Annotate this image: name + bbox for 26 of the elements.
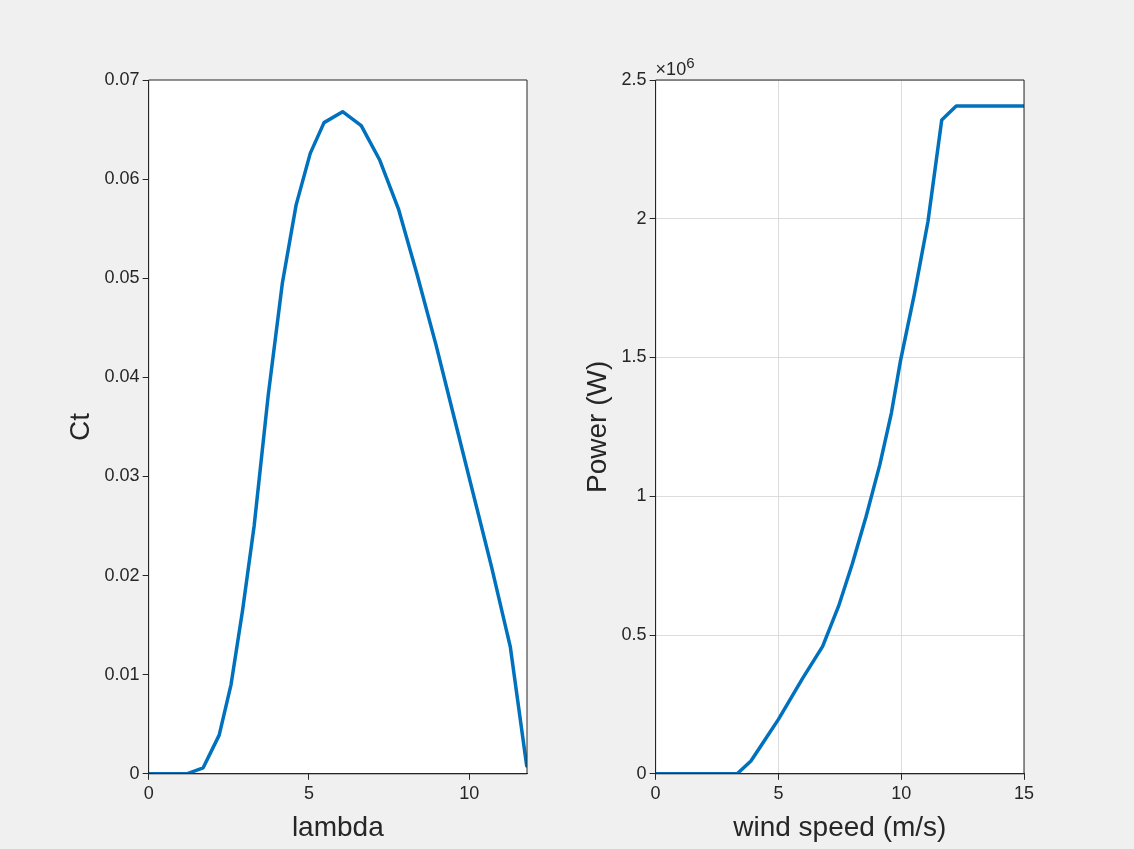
- x-tick-label: 10: [459, 782, 480, 803]
- x-axis-title: wind speed (m/s): [732, 810, 947, 842]
- y-tick-label: 0.07: [104, 68, 140, 89]
- y-tick-label: 0.5: [621, 624, 647, 645]
- y-tick-label: 0.03: [104, 465, 140, 486]
- y-tick-label: 0.06: [104, 168, 140, 189]
- y-axis-title: Ct: [63, 412, 95, 441]
- y-tick-label: 0.01: [104, 663, 140, 684]
- y-tick-label: 0: [129, 762, 140, 783]
- y-tick-label: 1.5: [621, 346, 647, 367]
- x-tick-label: 10: [891, 782, 912, 803]
- text: ×10$^{6}$: [655, 54, 695, 80]
- x-tick-label: 0: [650, 782, 661, 803]
- x-tick-label: 5: [773, 782, 784, 803]
- x-tick-label: 5: [303, 782, 314, 803]
- x-axis-title: lambda: [291, 810, 385, 842]
- x-tick-label: 0: [143, 782, 154, 803]
- y-axis-title: Power (W): [580, 360, 612, 494]
- x-tick-label: 15: [1013, 782, 1035, 803]
- y-tick-label: 0: [636, 762, 647, 783]
- y-tick-label: 1: [636, 485, 647, 506]
- y-tick-label: 0.02: [104, 564, 140, 585]
- y-tick-label: 0.04: [104, 366, 140, 387]
- y-tick-label: 2.5: [621, 68, 647, 89]
- y-tick-label: 0.05: [104, 267, 140, 288]
- y-tick-label: 2: [636, 207, 647, 228]
